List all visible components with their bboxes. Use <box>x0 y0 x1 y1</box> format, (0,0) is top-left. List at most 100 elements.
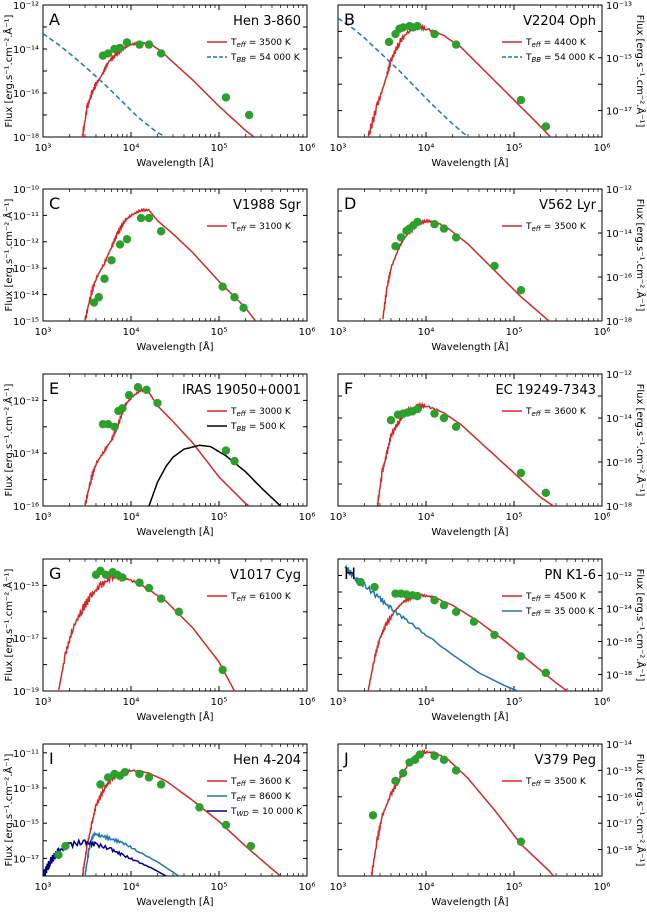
y-tick-label: 10⁻¹⁶ <box>13 89 39 100</box>
data-point <box>101 570 111 580</box>
data-point <box>370 582 379 592</box>
data-layer <box>338 17 552 137</box>
x-tick-label: 10³ <box>35 327 52 338</box>
data-point <box>221 446 231 455</box>
x-axis-label: Wavelength [Å] <box>431 525 508 538</box>
data-point <box>156 780 166 789</box>
data-point <box>451 422 461 431</box>
y-tick-label: 10⁻¹⁵ <box>13 819 39 830</box>
y-tick-label: 10⁻¹⁷ <box>13 854 39 865</box>
y-tick-label: 10⁻¹² <box>606 370 632 381</box>
x-tick-label: 10⁴ <box>418 697 435 708</box>
x-axis-label: Wavelength [Å] <box>136 710 213 723</box>
y-tick-label: 10⁻¹² <box>606 185 632 196</box>
legend-label: Teff = 4500 K <box>525 592 587 603</box>
plot-frame <box>42 558 308 692</box>
y-tick-label: 10⁻¹³ <box>13 264 39 275</box>
x-tick-label: 10³ <box>35 143 52 154</box>
x-tick-label: 10³ <box>330 327 347 338</box>
x-tick-label: 10⁶ <box>299 143 316 154</box>
y-tick-label: 10⁻¹⁵ <box>13 581 39 592</box>
data-point <box>516 837 526 846</box>
y-tick-label: 10⁻¹⁴ <box>606 605 632 616</box>
panel-G: 10³ 10⁴ 10⁵ 10⁶ Wavelength [Å] 10⁻¹⁹ 10⁻¹⁷ 10⁻¹… <box>2 558 315 723</box>
x-tick-label: 10³ <box>35 512 52 523</box>
x-tick-label: 10⁵ <box>211 143 228 154</box>
panel-letter: D <box>344 194 356 213</box>
data-point <box>391 776 400 786</box>
data-point <box>118 404 127 413</box>
legend-label: Teff = 3600 K <box>525 407 587 418</box>
data-point <box>218 665 227 675</box>
y-axis-label: Flux [erg.s⁻¹.cm⁻².Å⁻¹] <box>2 383 15 496</box>
panel-I: 10³ 10⁴ 10⁵ 10⁶ Wavelength [Å] 10⁻¹⁷ 10⁻¹⁵ 10⁻¹… <box>2 743 315 908</box>
panel-J: 10³ 10⁴ 10⁵ 10⁶ Wavelength [Å] 10⁻¹⁸ 10⁻¹⁷ 10⁻¹… <box>330 740 647 908</box>
data-point <box>144 40 154 49</box>
panel-title: IRAS 19050+0001 <box>182 383 301 398</box>
legend-label: TWD = 10 000 K <box>230 807 303 818</box>
series-line-0 <box>370 748 554 876</box>
data-point <box>174 607 184 616</box>
data-point <box>451 766 461 775</box>
data-point <box>439 601 449 610</box>
panel-A: 10³ 10⁴ 10⁵ 10⁶ Wavelength [Å] 10⁻¹⁸ 10⁻¹⁶ 10⁻¹… <box>2 1 315 169</box>
panel-letter: J <box>343 749 349 768</box>
data-point <box>120 767 129 777</box>
data-point <box>54 850 63 860</box>
series-line-1 <box>148 444 282 506</box>
data-point <box>230 293 239 302</box>
y-tick-label: 10⁻¹⁶ <box>606 793 632 804</box>
y-tick-label: 10⁻¹⁴ <box>13 45 39 56</box>
y-tick-label: 10⁻¹³ <box>606 1 632 12</box>
y-axis-label: Flux [erg.s⁻¹.cm⁻².Å⁻¹] <box>2 568 15 681</box>
x-tick-label: 10⁵ <box>211 327 228 338</box>
series-line-0 <box>57 572 236 691</box>
x-tick-label: 10⁵ <box>211 697 228 708</box>
y-axis-label: Flux [erg.s⁻¹.cm⁻².Å⁻¹] <box>2 14 15 127</box>
data-point <box>153 398 162 408</box>
x-axis-label: Wavelength [Å] <box>431 340 508 353</box>
data-layer <box>368 748 554 876</box>
x-tick-label: 10³ <box>330 143 347 154</box>
data-point <box>430 409 439 418</box>
y-tick-label: 10⁻¹² <box>13 1 39 12</box>
panel-title: V2204 Oph <box>523 14 596 29</box>
legend-label: TBB = 54 000 K <box>525 53 596 64</box>
legend-label: Teff = 35 000 K <box>525 607 595 618</box>
data-point <box>218 282 227 291</box>
y-axis-label: Flux [erg.s⁻¹.cm⁻².Å⁻¹] <box>2 198 15 311</box>
panel-H: 10³ 10⁴ 10⁵ 10⁶ Wavelength [Å] 10⁻¹⁸ 10⁻¹⁶ 10⁻¹… <box>330 558 647 723</box>
series-line-1 <box>84 830 180 876</box>
legend-label: Teff = 3500 K <box>525 777 587 788</box>
x-axis-label: Wavelength [Å] <box>136 156 213 169</box>
x-tick-label: 10⁶ <box>594 512 611 523</box>
data-point <box>356 577 365 587</box>
legend-label: Teff = 3000 K <box>230 407 292 418</box>
data-point <box>133 383 143 392</box>
series-line-1 <box>338 17 469 137</box>
y-tick-label: 10⁻¹⁴ <box>13 291 39 302</box>
y-tick-label: 10⁻¹⁸ <box>606 317 632 328</box>
data-point <box>144 213 154 223</box>
y-axis-label: Flux [erg.s⁻¹.cm⁻².Å⁻¹] <box>634 15 647 128</box>
x-tick-label: 10⁴ <box>418 327 435 338</box>
data-point <box>144 583 154 593</box>
data-point <box>516 468 526 478</box>
y-tick-label: 10⁻¹⁷ <box>13 634 39 645</box>
data-point <box>386 416 396 425</box>
x-tick-label: 10⁵ <box>506 882 523 893</box>
x-axis-label: Wavelength [Å] <box>136 340 213 353</box>
data-point <box>118 573 127 582</box>
panel-letter: I <box>49 749 54 768</box>
series-line-0 <box>81 768 281 876</box>
y-tick-label: 10⁻¹⁵ <box>606 766 632 777</box>
data-point <box>230 456 239 466</box>
data-point <box>142 385 151 395</box>
x-tick-label: 10⁵ <box>506 143 523 154</box>
data-point <box>221 93 231 102</box>
x-tick-label: 10³ <box>330 882 347 893</box>
data-point <box>124 390 134 400</box>
x-tick-label: 10⁵ <box>506 512 523 523</box>
data-point <box>94 293 103 302</box>
panel-letter: G <box>49 564 61 583</box>
